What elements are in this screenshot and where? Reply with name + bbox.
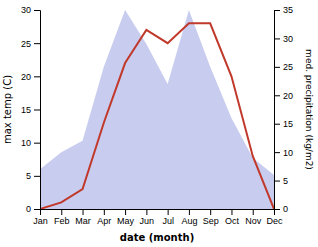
tick: Jul	[162, 209, 174, 226]
tick-mark	[125, 209, 126, 215]
tick-mark	[253, 209, 254, 215]
tick-mark	[274, 95, 280, 96]
tick: Oct	[225, 209, 240, 226]
tick-label: Aug	[181, 216, 197, 226]
tick: 30	[274, 34, 293, 44]
tick-label: Jul	[162, 216, 174, 226]
tick-mark	[34, 143, 40, 144]
tick: 5	[26, 171, 40, 181]
tick: 10	[21, 138, 40, 148]
line	[40, 23, 274, 209]
tick-label: 25	[283, 62, 293, 72]
tick-label: Dec	[266, 216, 283, 226]
tick-label: 25	[21, 39, 31, 49]
plot: JanFebMarAprMayJunJulAugSepOctNovDec0510…	[21, 5, 293, 226]
tick-label: 35	[283, 5, 293, 15]
tick-mark	[231, 209, 232, 215]
tick: 25	[274, 62, 293, 72]
tick-mark	[274, 67, 280, 68]
tick-mark	[274, 38, 280, 39]
tick: 5	[274, 176, 288, 186]
tick-mark	[104, 209, 105, 215]
tick-mark	[189, 209, 190, 215]
marks	[40, 10, 274, 209]
tick-label: Nov	[245, 216, 262, 226]
tick: 0	[274, 204, 288, 214]
tick: Mar	[75, 209, 91, 226]
tick: May	[117, 209, 135, 226]
tick-label: 0	[26, 204, 31, 214]
tick-mark	[210, 209, 211, 215]
tick: 0	[26, 204, 40, 214]
area	[40, 10, 274, 209]
tick-mark	[274, 10, 280, 11]
tick-label: 10	[21, 138, 31, 148]
tick-mark	[146, 209, 147, 215]
tick-label: 30	[21, 5, 31, 15]
tick-label: 30	[283, 34, 293, 44]
tick: 30	[21, 5, 40, 15]
tick-label: 15	[21, 105, 31, 115]
tick-label: Mar	[75, 216, 91, 226]
tick-mark	[274, 209, 280, 210]
chart: JanFebMarAprMayJunJulAugSepOctNovDec0510…	[0, 0, 318, 247]
tick: Dec	[266, 209, 283, 226]
y2-axis-title: med. precipitation (kg/m2)	[304, 49, 314, 170]
tick: 25	[21, 39, 40, 49]
tick: 15	[21, 105, 40, 115]
y-axis-title: max temp (C)	[2, 75, 13, 144]
tick-mark	[61, 209, 62, 215]
tick: Apr	[97, 209, 111, 226]
tick: Jan	[33, 209, 48, 226]
tick-label: Jan	[33, 216, 48, 226]
tick-label: Feb	[54, 216, 70, 226]
tick: 15	[274, 119, 293, 129]
tick-mark	[34, 43, 40, 44]
tick-label: Apr	[97, 216, 111, 226]
tick: 10	[274, 148, 293, 158]
tick: Jun	[140, 209, 155, 226]
tick-mark	[34, 76, 40, 77]
tick-label: Sep	[203, 216, 219, 226]
tick: Sep	[203, 209, 219, 226]
y2-axis: 0 5 10 15 20 25 30 35	[274, 5, 293, 214]
tick: 35	[274, 5, 293, 15]
tick-mark	[83, 209, 84, 215]
tick-mark	[34, 209, 40, 210]
tick: Nov	[245, 209, 262, 226]
tick-label: 20	[21, 72, 31, 82]
tick-mark	[34, 176, 40, 177]
tick-mark	[34, 10, 40, 11]
axis-line	[34, 11, 41, 210]
tick-label: 5	[26, 171, 31, 181]
y-axis: 0 5 10 15 20 25 30	[21, 5, 41, 214]
tick-mark	[274, 181, 280, 182]
tick: 20	[21, 72, 40, 82]
x-axis: Jan Feb Mar Apr May Jun Jul Aug Sep Oct Nov Dec	[33, 209, 283, 226]
axis-line	[275, 11, 281, 210]
tick-label: 15	[283, 119, 293, 129]
tick-label: 10	[283, 148, 293, 158]
tick-mark	[34, 110, 40, 111]
tick: 20	[274, 91, 293, 101]
tick-label: Oct	[225, 216, 240, 226]
tick: Aug	[181, 209, 197, 226]
tick-label: 20	[283, 91, 293, 101]
axis-line	[41, 210, 275, 216]
tick-mark	[168, 209, 169, 215]
tick: Feb	[54, 209, 70, 226]
tick-mark	[274, 124, 280, 125]
x-axis-title: date (month)	[120, 232, 194, 243]
tick-label: 0	[283, 204, 288, 214]
tick-label: 5	[283, 176, 288, 186]
tick-label: Jun	[140, 216, 155, 226]
tick-label: May	[117, 216, 135, 226]
tick-mark	[274, 152, 280, 153]
